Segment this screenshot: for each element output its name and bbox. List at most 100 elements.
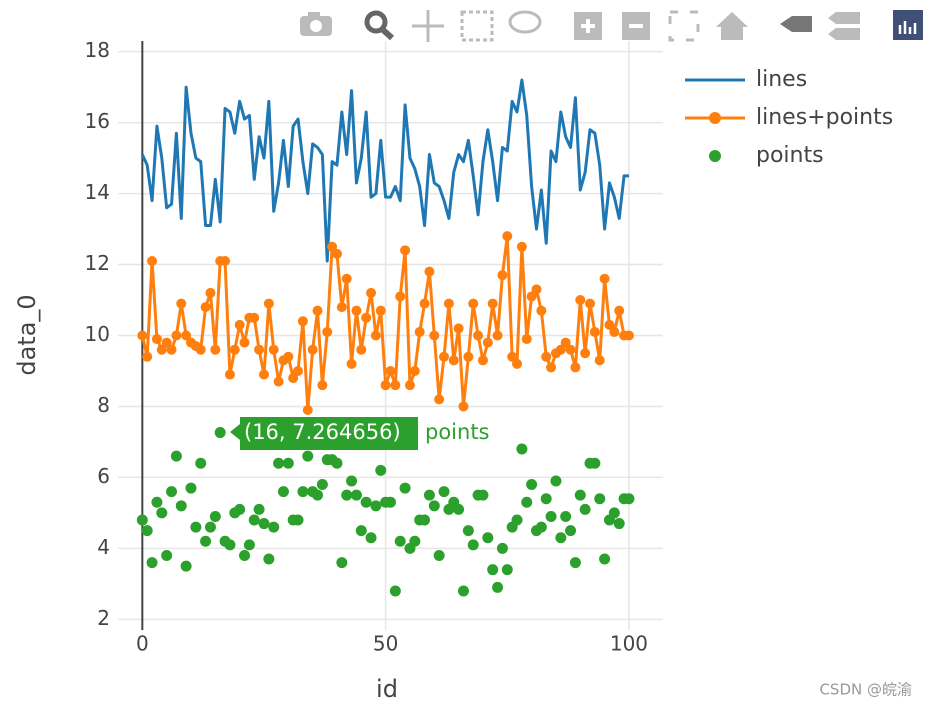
point xyxy=(370,500,382,512)
point xyxy=(229,344,240,355)
point xyxy=(175,500,187,512)
y-tick-label: 16 xyxy=(85,109,110,133)
point xyxy=(614,305,625,316)
point xyxy=(453,503,465,515)
point xyxy=(385,365,396,376)
point xyxy=(331,457,343,469)
point xyxy=(137,330,148,341)
point xyxy=(142,351,153,362)
point xyxy=(336,557,348,569)
point xyxy=(312,489,324,501)
point xyxy=(511,514,523,526)
point xyxy=(355,525,367,537)
point xyxy=(220,255,231,266)
point xyxy=(171,330,182,341)
point xyxy=(569,557,581,569)
point xyxy=(254,344,265,355)
point xyxy=(316,479,328,491)
point xyxy=(200,302,211,313)
point xyxy=(394,535,406,547)
point xyxy=(239,337,250,348)
point xyxy=(497,270,508,281)
lasso-button[interactable] xyxy=(508,10,542,34)
point xyxy=(327,241,338,252)
point xyxy=(389,585,401,597)
legend-label: points xyxy=(756,143,824,168)
x-tick-label: 50 xyxy=(373,632,398,656)
point xyxy=(550,475,562,487)
x-tick-label: 100 xyxy=(610,632,648,656)
point xyxy=(502,231,513,242)
point xyxy=(356,344,367,355)
point xyxy=(613,518,625,530)
point xyxy=(205,287,216,298)
legend-marker xyxy=(709,150,721,162)
point xyxy=(302,450,314,462)
pan-button[interactable] xyxy=(412,10,444,42)
reset-button[interactable] xyxy=(716,12,748,40)
point xyxy=(536,305,547,316)
point xyxy=(248,514,260,526)
tooltip-label: (16, 7.264656) xyxy=(244,420,401,444)
point xyxy=(293,365,304,376)
legend: lines lines+points points xyxy=(685,67,893,168)
point xyxy=(424,266,435,277)
point xyxy=(209,510,221,522)
point xyxy=(419,514,431,526)
point xyxy=(560,337,571,348)
point xyxy=(239,549,251,561)
point xyxy=(156,344,167,355)
point xyxy=(166,486,178,498)
point xyxy=(463,351,474,362)
point xyxy=(214,427,226,439)
point xyxy=(429,330,440,341)
zoom-button[interactable] xyxy=(364,10,395,41)
camera-button[interactable] xyxy=(300,12,332,36)
point xyxy=(336,302,347,313)
point xyxy=(541,351,552,362)
zoom-out-button[interactable] xyxy=(622,12,650,40)
point xyxy=(380,380,391,391)
point xyxy=(161,549,173,561)
point xyxy=(400,245,411,256)
watermark: CSDN @皖渝 xyxy=(819,681,912,699)
point xyxy=(210,344,221,355)
hover-button[interactable] xyxy=(828,12,860,40)
point xyxy=(161,337,172,348)
point xyxy=(555,532,567,544)
point xyxy=(302,405,313,416)
point xyxy=(535,521,547,533)
point xyxy=(428,500,440,512)
point xyxy=(200,535,212,547)
point xyxy=(234,503,246,515)
point xyxy=(331,248,342,259)
point xyxy=(565,525,577,537)
select-button[interactable] xyxy=(460,10,494,42)
point xyxy=(570,362,581,373)
point xyxy=(282,457,294,469)
point xyxy=(439,351,450,362)
point xyxy=(395,291,406,302)
point xyxy=(170,450,182,462)
point xyxy=(176,298,187,309)
x-tick-label: 0 xyxy=(136,632,149,656)
spike-button[interactable] xyxy=(780,16,812,32)
point xyxy=(322,326,333,337)
plotly-logo[interactable] xyxy=(893,10,923,40)
autoscale-button[interactable] xyxy=(668,10,700,42)
point xyxy=(166,344,177,355)
plot-area xyxy=(136,78,635,597)
point xyxy=(487,298,498,309)
tooltip-box xyxy=(230,417,418,450)
zoom-in-button[interactable] xyxy=(574,12,602,40)
point xyxy=(467,539,479,551)
y-tick-label: 6 xyxy=(97,464,110,488)
point xyxy=(224,539,236,551)
y-tick-label: 4 xyxy=(97,535,110,559)
point xyxy=(258,369,269,380)
point xyxy=(234,319,245,330)
x-axis-title: id xyxy=(376,675,398,703)
point xyxy=(297,486,309,498)
point xyxy=(438,486,450,498)
